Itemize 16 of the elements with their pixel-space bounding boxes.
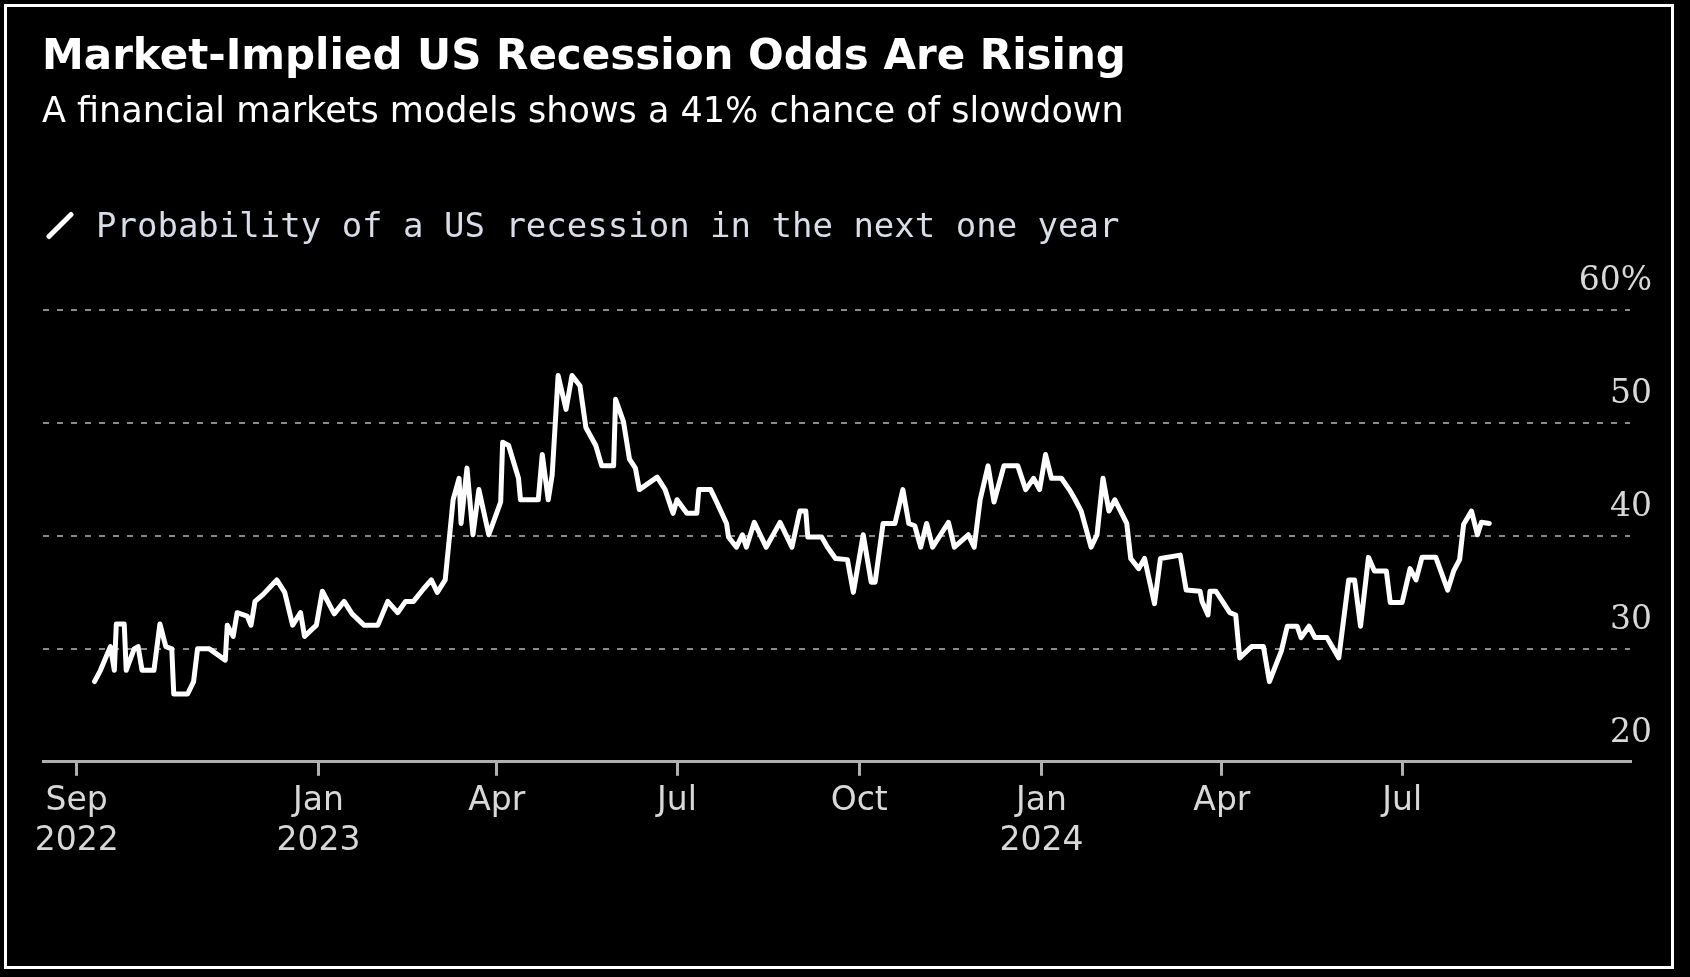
x-tick-label: Jan 2024 bbox=[999, 779, 1084, 858]
y-tick-label: 20 bbox=[1610, 710, 1652, 750]
chart-subtitle: A financial markets models shows a 41% chance of slowdown bbox=[42, 89, 1125, 132]
chart-title: Market-Implied US Recession Odds Are Rising bbox=[42, 30, 1126, 79]
y-tick-label: 50 bbox=[1610, 372, 1652, 412]
y-tick-label: 30 bbox=[1610, 597, 1652, 637]
y-tick-label: 40 bbox=[1610, 484, 1652, 524]
legend-label: Probability of a US recession in the next one year bbox=[96, 205, 1120, 245]
y-tick-label: 60% bbox=[1578, 259, 1652, 299]
x-tick-label: Apr bbox=[468, 779, 526, 819]
x-tick-label: Jul bbox=[1380, 779, 1423, 819]
x-tick-label: Apr bbox=[1193, 779, 1251, 819]
x-tick-label: Jan 2023 bbox=[276, 779, 361, 858]
x-tick-label: Oct bbox=[830, 779, 888, 819]
x-tick-label: Sep 2022 bbox=[34, 779, 119, 858]
x-tick-label: Jul bbox=[655, 779, 697, 819]
